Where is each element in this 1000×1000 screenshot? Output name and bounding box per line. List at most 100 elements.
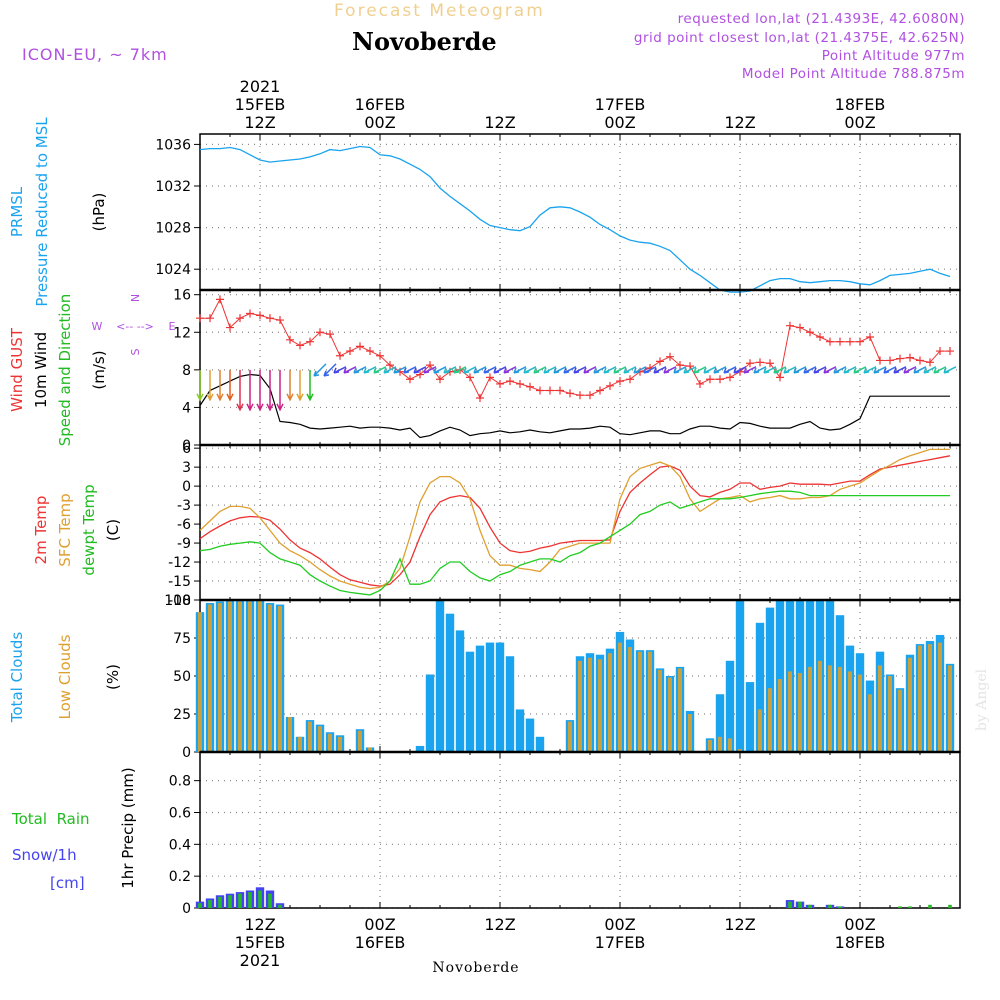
cloud-unit: (%): [104, 664, 122, 690]
top-year-label: 2021: [240, 77, 281, 96]
low-cloud-bar: [728, 738, 732, 752]
gust-point: [796, 323, 804, 332]
gust-point: [876, 356, 884, 365]
wind-arrow: [563, 366, 577, 374]
wind-arrow: [683, 366, 697, 374]
gust-point: [556, 386, 564, 395]
gust-point: [896, 354, 904, 363]
wind-arrow: [553, 366, 567, 374]
total-cloud-bar: [485, 642, 495, 752]
gust-point: [836, 337, 844, 346]
panel-frame: [199, 751, 961, 909]
top-date-label: 15FEB: [235, 95, 286, 114]
low-cloud-bar: [338, 736, 342, 752]
wind-arrow: [593, 366, 607, 374]
total-cloud-bar: [725, 660, 735, 752]
top-hour-label: 00Z: [604, 113, 635, 132]
low-cloud-bar: [228, 601, 232, 752]
gust-point: [386, 361, 394, 370]
wind-arrow: [763, 366, 777, 374]
bottom-hour-label: 00Z: [844, 915, 875, 934]
low-cloud-bar: [318, 726, 322, 752]
low-cloud-bar: [238, 601, 242, 752]
wind-line: [199, 373, 950, 439]
rain-bar: [798, 901, 802, 908]
bottom-year-label: 2021: [240, 951, 281, 970]
top-hour-label: 12Z: [484, 113, 515, 132]
temperature-labels: 2m Temp SFC Temp dewpt Temp (C): [32, 484, 122, 575]
wind-arrow: [883, 366, 897, 374]
y-tick-label: 0.4: [169, 837, 191, 853]
low-cloud-bar: [588, 657, 592, 752]
gust-point: [846, 337, 854, 346]
gust-point: [756, 358, 764, 367]
low-cloud-bar: [808, 666, 812, 752]
y-tick-label: 25: [173, 707, 191, 723]
low-cloud-bar: [738, 748, 742, 752]
wind-arrow: [423, 366, 437, 374]
wind-arrow: [216, 369, 224, 402]
gust-point: [776, 373, 784, 382]
rain-bar: [198, 903, 202, 908]
gust-point: [216, 295, 224, 304]
y-tick-label: 12: [173, 325, 191, 341]
pressure-label-1: PRMSL: [8, 186, 26, 237]
cloud-label-2: Low Clouds: [56, 634, 74, 719]
gust-point: [416, 370, 424, 379]
gust-point: [196, 314, 204, 323]
low-cloud-bar: [268, 604, 272, 752]
top-hour-label: 12Z: [724, 113, 755, 132]
bottom-date-label: 17FEB: [595, 933, 646, 952]
wind-arrow: [743, 366, 757, 374]
top-hour-label: 00Z: [364, 113, 395, 132]
wind-arrow: [933, 366, 947, 374]
wind-arrow: [256, 369, 264, 412]
wind-arrow: [913, 366, 927, 374]
compass-arrows-h: <-- -->: [116, 320, 154, 333]
low-cloud-bar: [328, 733, 332, 752]
wind-arrow: [226, 369, 234, 402]
wind-arrow: [393, 366, 407, 374]
wind-arrow: [643, 366, 657, 374]
total-cloud-bar: [425, 674, 435, 752]
precip-labels: Total Rain Snow/1h [cm] 1hr Precip (mm): [11, 767, 137, 892]
gust-point: [626, 375, 634, 384]
y-tick-label: 1036: [155, 137, 191, 153]
gust-point: [856, 337, 864, 346]
low-cloud-bar: [368, 747, 372, 752]
wind-arrow: [333, 366, 347, 374]
total-cloud-bar: [525, 718, 535, 752]
y-tick-label: 75: [173, 631, 191, 647]
pressure-unit: (hPa): [90, 193, 108, 232]
low-cloud-bar: [858, 674, 862, 752]
low-cloud-bar: [668, 677, 672, 752]
gust-point: [376, 351, 384, 360]
total-cloud-bar: [755, 622, 765, 752]
bottom-date-label: 16FEB: [355, 933, 406, 952]
panel-pressure: 1024 1028 1032 1036: [155, 133, 961, 293]
gust-point: [566, 389, 574, 398]
low-cloud-bar: [308, 721, 312, 752]
low-cloud-bar: [608, 653, 612, 752]
low-cloud-bar: [208, 604, 212, 752]
total-cloud-bar: [415, 745, 425, 752]
wind-arrow: [583, 366, 597, 374]
gust-point: [936, 347, 944, 356]
low-cloud-bar: [938, 642, 942, 752]
time-axis: 2021202115FEB12Z12Z15FEB16FEB00Z00Z16FEB…: [235, 77, 886, 970]
bottom-date-label: 18FEB: [835, 933, 886, 952]
wind-arrow: [206, 369, 214, 402]
temp-label-1: 2m Temp: [32, 496, 50, 565]
gust-point: [586, 391, 594, 400]
gust-point: [656, 357, 664, 366]
gust-point: [786, 321, 794, 330]
plot-layer: 1024 1028 1032 1036 0 4 8 12 16 -18 -15 -12 -9 -6 -3 0 3…: [155, 77, 961, 970]
low-cloud-bar: [618, 642, 622, 752]
gust-point: [466, 373, 474, 382]
wind-arrow: [533, 366, 547, 374]
wind-arrow: [286, 369, 294, 402]
precip-label-2: Snow/1h: [12, 846, 77, 864]
wind-arrow: [246, 369, 254, 412]
y-tick-label: 0: [182, 901, 191, 917]
temp-unit: (C): [104, 519, 122, 541]
